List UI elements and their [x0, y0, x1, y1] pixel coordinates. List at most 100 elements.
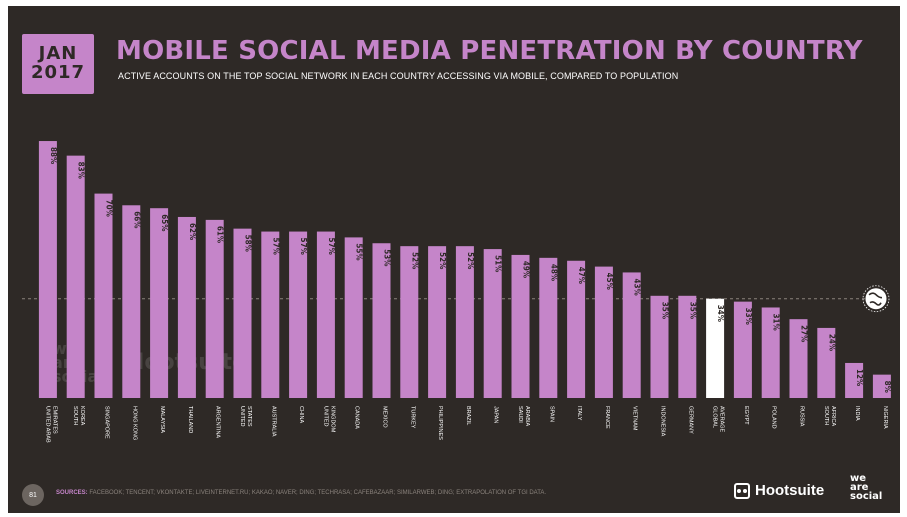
- category-label: NIGERIA: [882, 406, 888, 429]
- bar: [650, 295, 669, 398]
- category-label: FRANCE: [604, 406, 610, 429]
- bar: [483, 249, 502, 398]
- page-subtitle: ACTIVE ACCOUNTS ON THE TOP SOCIAL NETWOR…: [118, 71, 679, 81]
- category-label: CANADA: [354, 406, 360, 429]
- category-label: INDONESIA: [660, 406, 666, 437]
- bar-value-label: 66%: [132, 211, 141, 228]
- bar: [316, 231, 335, 398]
- bar-value-label: 57%: [327, 238, 336, 255]
- bar-value-label: 35%: [688, 302, 697, 319]
- category-label: SINGAPORE: [104, 406, 110, 439]
- category-label: ARGENTINA: [215, 406, 221, 438]
- sources-label: SOURCES:: [56, 490, 88, 496]
- bar-value-label: 53%: [383, 249, 392, 266]
- bar-value-label: 52%: [466, 252, 475, 269]
- category-label: ITALY: [576, 406, 582, 421]
- bar-value-label: 57%: [299, 238, 308, 255]
- category-label: ARABIA: [524, 406, 530, 427]
- bar-value-label: 45%: [605, 273, 614, 290]
- category-label: GLOBAL: [712, 406, 718, 428]
- category-label: AUSTRALIA: [270, 406, 276, 437]
- globe-icon: [862, 285, 890, 313]
- bar: [706, 298, 725, 398]
- bar: [177, 216, 196, 398]
- bar-value-label: 61%: [216, 226, 225, 243]
- bar: [567, 260, 586, 398]
- bar: [94, 193, 113, 398]
- bar: [622, 272, 641, 398]
- category-label: RUSSIA: [799, 406, 805, 427]
- sources-line: SOURCES: FACEBOOK; TENCENT; VKONTAKTE; L…: [56, 490, 546, 496]
- bar-value-label: 8%: [883, 381, 892, 393]
- category-label: GERMANY: [687, 406, 693, 434]
- bar-value-label: 33%: [744, 308, 753, 325]
- owl-logo-icon: [734, 482, 750, 499]
- we-are-social-logo: we are social: [850, 473, 883, 502]
- bar-value-label: 58%: [244, 235, 253, 252]
- bar: [678, 295, 697, 398]
- category-label: JAPAN: [493, 406, 499, 423]
- bar: [539, 257, 558, 398]
- category-label: INDIA: [854, 406, 860, 421]
- bar-value-label: 57%: [271, 238, 280, 255]
- bar: [761, 307, 780, 398]
- bar-value-label: 43%: [633, 278, 642, 295]
- category-label: EGYPT: [743, 406, 749, 425]
- bar: [817, 327, 836, 398]
- category-label: KOREA: [79, 406, 85, 426]
- category-label: EMIRATES: [51, 406, 57, 434]
- category-label: MALAYSIA: [159, 406, 165, 433]
- bar-value-label: 12%: [855, 369, 864, 386]
- bar: [428, 246, 447, 398]
- bar: [38, 141, 57, 399]
- sources-text: FACEBOOK; TENCENT; VKONTAKTE; LIVEINTERN…: [89, 490, 547, 496]
- weare-line: are: [850, 482, 869, 493]
- bar: [733, 301, 752, 398]
- category-label: AVERAGE: [719, 406, 725, 433]
- bar: [872, 374, 891, 398]
- slide: JAN 2017 MOBILE SOCIAL MEDIA PENETRATION…: [8, 6, 900, 513]
- category-label: VIETNAM: [632, 406, 638, 431]
- category-label: THAILAND: [187, 406, 193, 433]
- category-label: BRAZIL: [465, 406, 471, 425]
- category-label: SAUDI: [517, 406, 523, 423]
- bar-value-label: 24%: [827, 334, 836, 351]
- bar: [289, 231, 308, 398]
- bar: [122, 205, 141, 398]
- bar-value-label: 65%: [160, 214, 169, 231]
- category-label: MEXICO: [382, 406, 388, 428]
- category-label: KINGDOM: [329, 406, 335, 433]
- bar: [400, 246, 419, 398]
- weare-line: social: [850, 491, 883, 502]
- bar-value-label: 31%: [772, 313, 781, 330]
- date-badge: JAN 2017: [22, 34, 94, 94]
- category-label: HONG KONG: [131, 406, 137, 440]
- bar-value-label: 51%: [494, 255, 503, 272]
- date-month: JAN: [38, 43, 78, 65]
- bar: [344, 237, 363, 398]
- category-label: UNITED: [239, 406, 245, 427]
- bar-value-label: 47%: [577, 267, 586, 284]
- category-label: SOUTH: [72, 406, 78, 425]
- category-label: STATES: [246, 406, 252, 427]
- category-label: POLAND: [771, 406, 777, 429]
- weare-line: we: [850, 473, 867, 484]
- bar-value-label: 34%: [716, 305, 725, 322]
- bar-value-label: 83%: [77, 162, 86, 179]
- category-label: UNITED: [322, 406, 328, 427]
- category-label: CHINA: [298, 406, 304, 423]
- bar: [372, 243, 391, 398]
- page-number: 81: [22, 484, 44, 506]
- bar: [511, 254, 530, 398]
- bar-value-label: 52%: [410, 252, 419, 269]
- bar-value-label: 55%: [355, 243, 364, 260]
- category-label: SPAIN: [548, 406, 554, 422]
- page-title: MOBILE SOCIAL MEDIA PENETRATION BY COUNT…: [116, 36, 863, 66]
- bar-value-label: 70%: [105, 200, 114, 217]
- bar: [66, 155, 85, 398]
- category-label: UNITED ARAB: [44, 406, 50, 443]
- bar-value-label: 48%: [549, 264, 558, 281]
- bar: [789, 319, 808, 398]
- date-year: 2017: [30, 62, 86, 83]
